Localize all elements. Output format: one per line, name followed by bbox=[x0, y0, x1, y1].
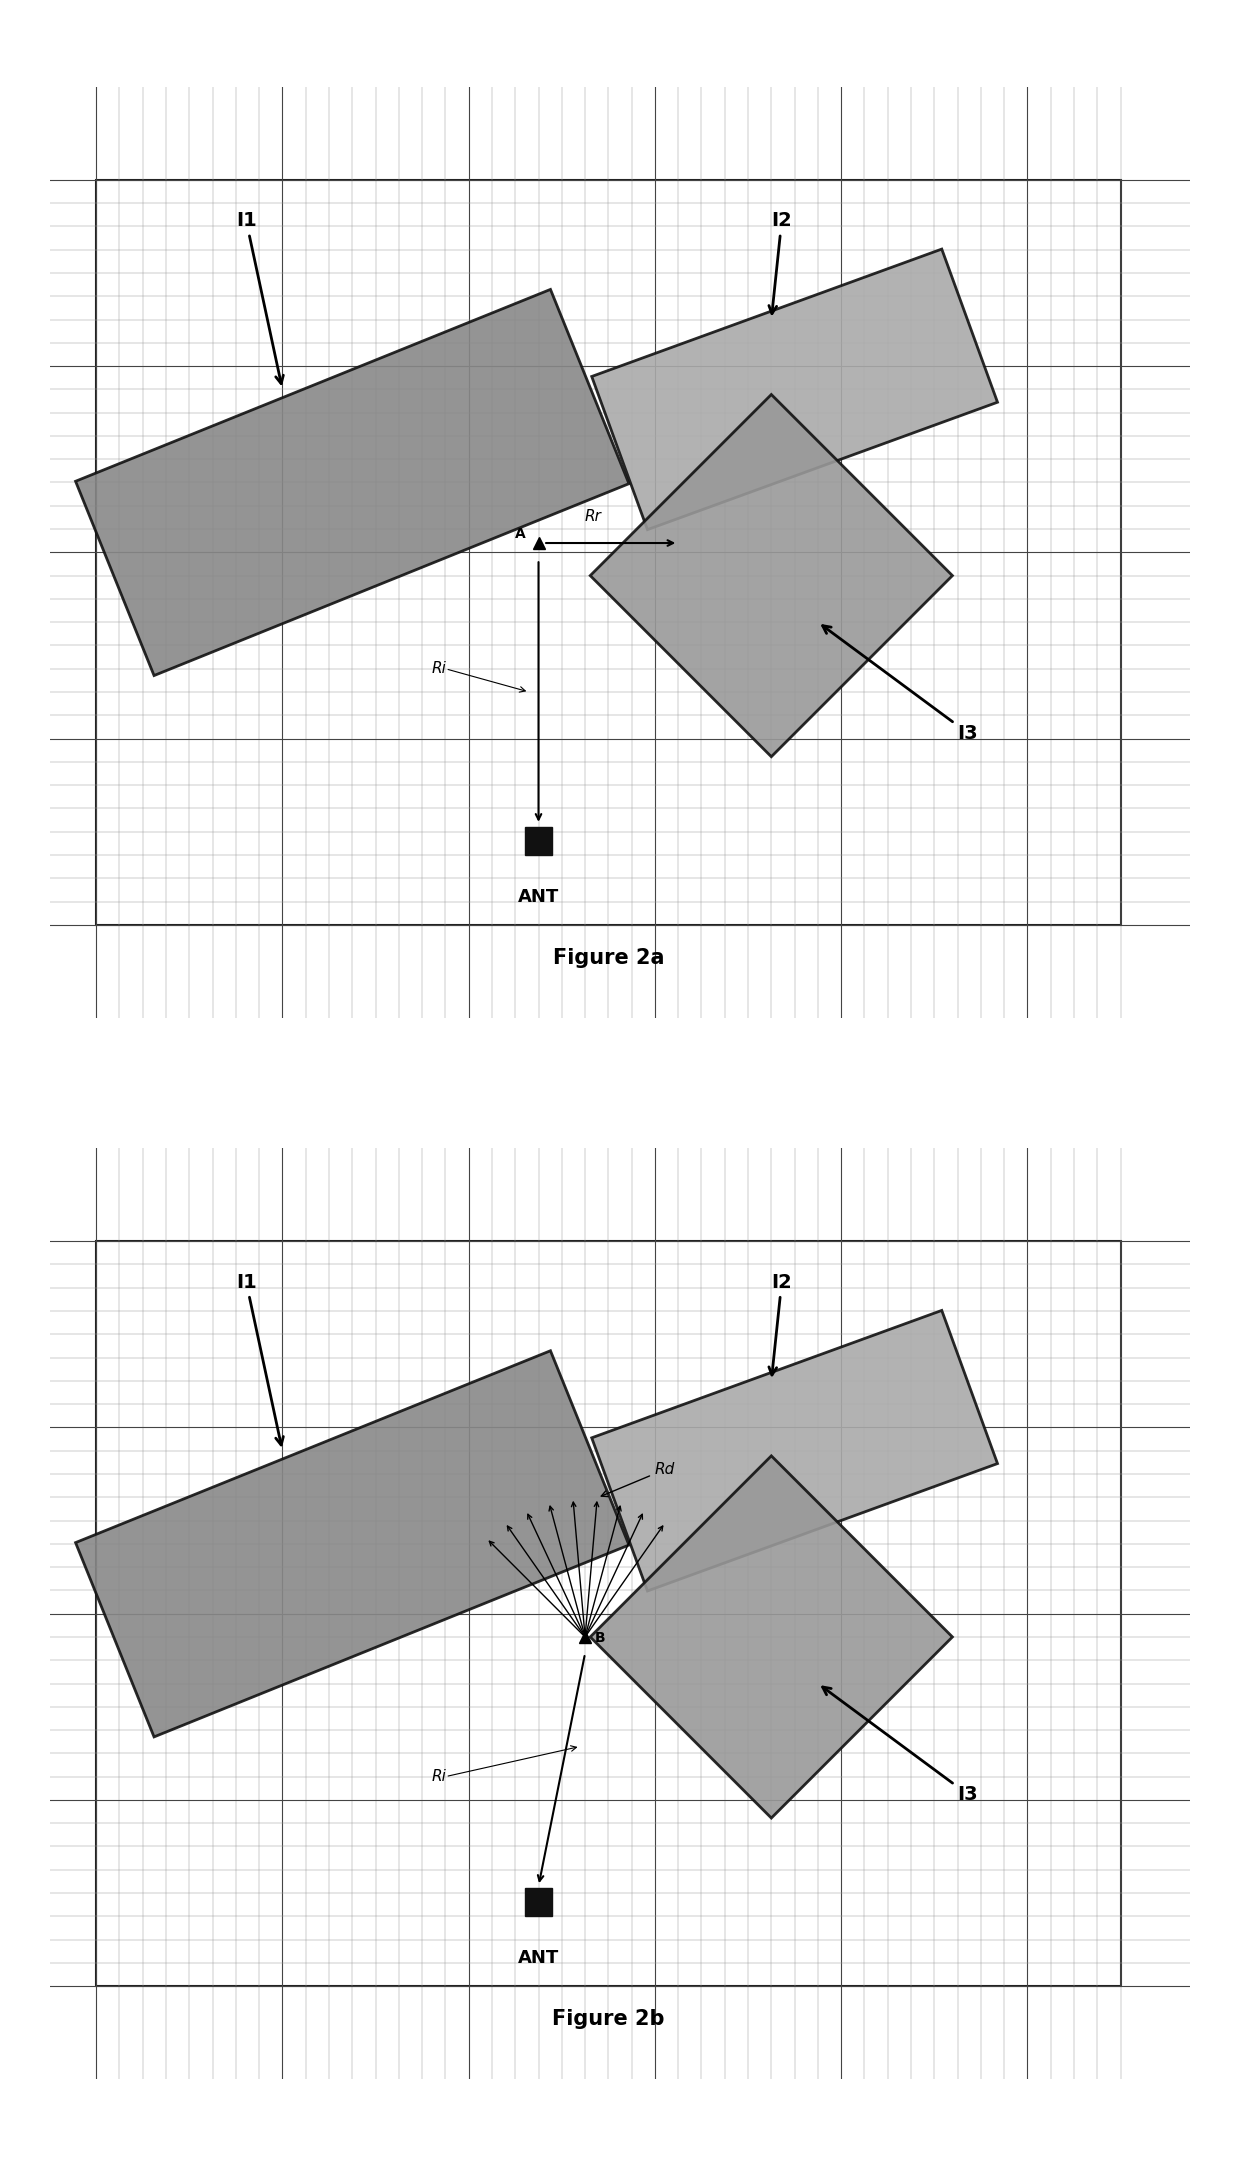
Bar bbox=[97, 1241, 1121, 1986]
Text: I2: I2 bbox=[769, 1274, 792, 1375]
Polygon shape bbox=[76, 1352, 629, 1737]
Text: A: A bbox=[516, 526, 526, 542]
Text: I3: I3 bbox=[822, 626, 978, 743]
Polygon shape bbox=[591, 249, 997, 531]
Polygon shape bbox=[76, 290, 629, 676]
Text: Figure 2a: Figure 2a bbox=[553, 949, 665, 968]
Text: I1: I1 bbox=[236, 1274, 284, 1445]
Text: I3: I3 bbox=[822, 1687, 978, 1804]
Text: Rr: Rr bbox=[585, 509, 601, 524]
Text: ANT: ANT bbox=[518, 1949, 559, 1967]
Text: Rd: Rd bbox=[601, 1462, 675, 1497]
Text: Ri: Ri bbox=[432, 1770, 446, 1785]
Polygon shape bbox=[590, 394, 952, 756]
Polygon shape bbox=[591, 1310, 997, 1592]
Bar bbox=[97, 180, 1121, 925]
Text: Figure 2b: Figure 2b bbox=[552, 2010, 665, 2030]
Polygon shape bbox=[590, 1456, 952, 1817]
Text: B: B bbox=[594, 1631, 605, 1644]
Text: I2: I2 bbox=[769, 212, 792, 314]
Bar bbox=[525, 1889, 553, 1917]
Text: I1: I1 bbox=[236, 212, 284, 383]
Text: Ri: Ri bbox=[432, 661, 446, 676]
Bar bbox=[525, 827, 553, 856]
Text: ANT: ANT bbox=[518, 888, 559, 905]
